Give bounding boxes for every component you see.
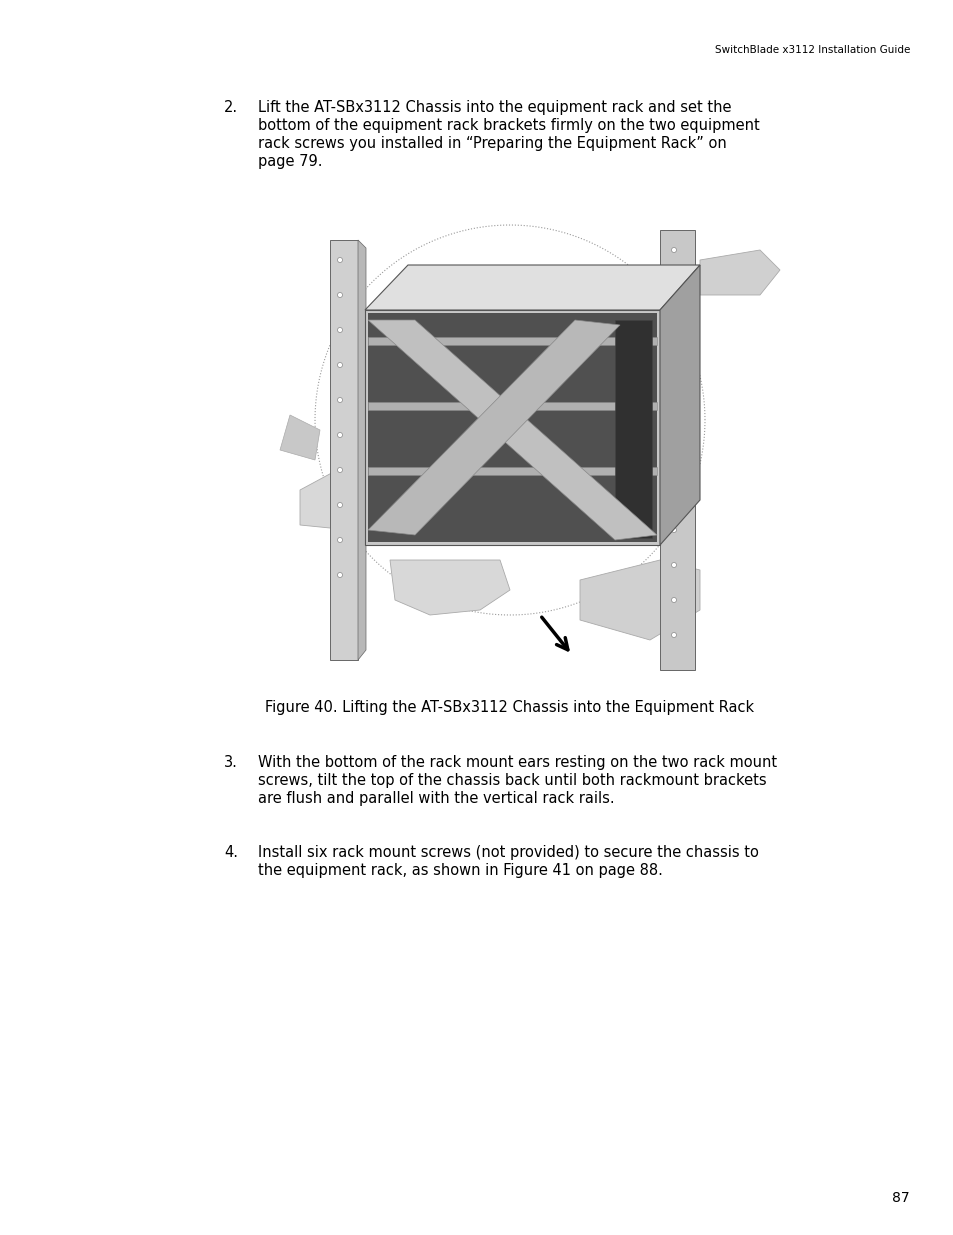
Ellipse shape xyxy=(671,632,676,637)
Text: screws, tilt the top of the chassis back until both rackmount brackets: screws, tilt the top of the chassis back… xyxy=(257,773,766,788)
Text: With the bottom of the rack mount ears resting on the two rack mount: With the bottom of the rack mount ears r… xyxy=(257,755,777,769)
Ellipse shape xyxy=(337,537,342,542)
Ellipse shape xyxy=(337,258,342,263)
Text: Figure 40. Lifting the AT-SBx3112 Chassis into the Equipment Rack: Figure 40. Lifting the AT-SBx3112 Chassi… xyxy=(265,700,754,715)
Text: Lift the AT-SBx3112 Chassis into the equipment rack and set the: Lift the AT-SBx3112 Chassis into the equ… xyxy=(257,100,731,115)
Text: Install six rack mount screws (not provided) to secure the chassis to: Install six rack mount screws (not provi… xyxy=(257,845,758,860)
Text: page 79.: page 79. xyxy=(257,154,322,169)
Polygon shape xyxy=(390,559,510,615)
Ellipse shape xyxy=(671,493,676,498)
Text: SwitchBlade x3112 Installation Guide: SwitchBlade x3112 Installation Guide xyxy=(714,44,909,56)
Text: 87: 87 xyxy=(891,1191,909,1205)
Polygon shape xyxy=(659,266,700,545)
Text: rack screws you installed in “Preparing the Equipment Rack” on: rack screws you installed in “Preparing … xyxy=(257,136,726,151)
Polygon shape xyxy=(615,320,651,538)
Text: 2.: 2. xyxy=(224,100,237,115)
Polygon shape xyxy=(357,240,366,659)
Polygon shape xyxy=(368,467,657,475)
Ellipse shape xyxy=(671,598,676,603)
Ellipse shape xyxy=(671,283,676,288)
Polygon shape xyxy=(659,230,695,671)
Polygon shape xyxy=(368,320,657,540)
Ellipse shape xyxy=(337,398,342,403)
Polygon shape xyxy=(365,310,659,545)
Ellipse shape xyxy=(671,527,676,532)
Polygon shape xyxy=(579,559,700,640)
Polygon shape xyxy=(700,249,780,295)
Text: are flush and parallel with the vertical rack rails.: are flush and parallel with the vertical… xyxy=(257,790,614,806)
Polygon shape xyxy=(368,403,657,410)
Ellipse shape xyxy=(671,352,676,357)
Polygon shape xyxy=(299,454,377,530)
Ellipse shape xyxy=(337,432,342,437)
Polygon shape xyxy=(365,266,700,310)
Text: 3.: 3. xyxy=(224,755,237,769)
Polygon shape xyxy=(368,312,657,542)
Ellipse shape xyxy=(337,503,342,508)
Ellipse shape xyxy=(671,317,676,322)
Ellipse shape xyxy=(671,388,676,393)
Polygon shape xyxy=(280,415,319,459)
Polygon shape xyxy=(368,337,657,345)
Ellipse shape xyxy=(671,422,676,427)
Text: the equipment rack, as shown in Figure 41 on page 88.: the equipment rack, as shown in Figure 4… xyxy=(257,863,662,878)
Polygon shape xyxy=(330,240,357,659)
Ellipse shape xyxy=(337,293,342,298)
Ellipse shape xyxy=(337,327,342,332)
Text: 4.: 4. xyxy=(224,845,237,860)
Text: bottom of the equipment rack brackets firmly on the two equipment: bottom of the equipment rack brackets fi… xyxy=(257,119,759,133)
Ellipse shape xyxy=(671,247,676,252)
Ellipse shape xyxy=(671,457,676,462)
Ellipse shape xyxy=(337,573,342,578)
Ellipse shape xyxy=(337,468,342,473)
Ellipse shape xyxy=(671,562,676,568)
Ellipse shape xyxy=(337,363,342,368)
Polygon shape xyxy=(368,320,619,535)
